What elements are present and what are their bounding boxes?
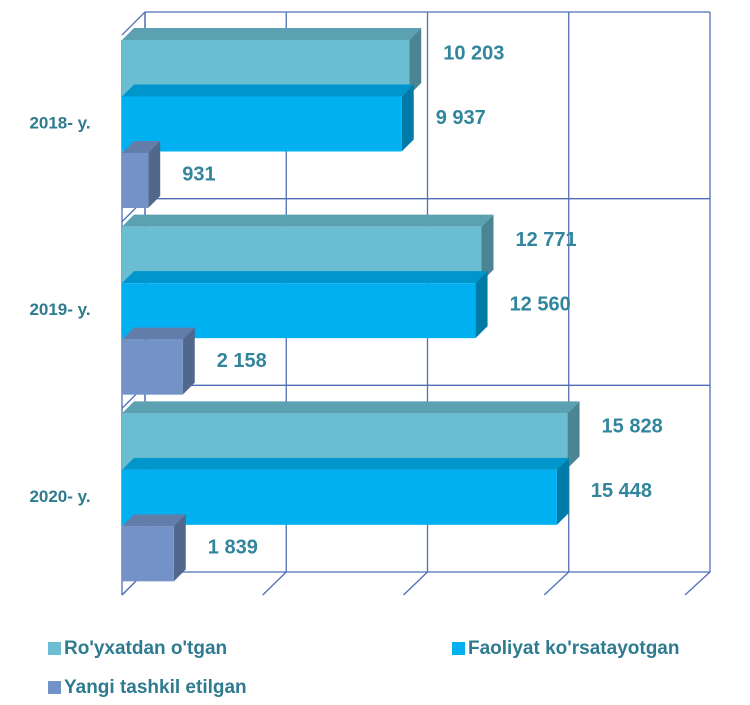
category-label: 2019- y. [29,300,90,319]
bar-top [122,141,161,153]
data-label: 2 158 [217,350,267,372]
data-label: 12 771 [516,229,577,251]
bar [122,153,149,208]
bar-side [567,401,580,469]
legend-label: Faoliyat ko'rsatayotgan [468,638,679,659]
bar-side [148,141,161,208]
data-label: 9 937 [436,107,486,129]
bar-top [122,327,195,340]
legend-swatch [452,642,465,655]
bar-top [122,514,186,527]
legend-label: Ro'yxatdan o'tgan [64,638,227,659]
grid-line [543,12,570,596]
grid-line [684,12,711,596]
bar-top [122,401,580,414]
bar-side [475,271,488,339]
data-label: 10 203 [443,42,504,64]
bar [122,469,557,525]
data-label: 1 839 [208,537,258,559]
bar-side [401,84,414,152]
legend-swatch [48,681,61,694]
bar [122,339,183,395]
bar-side [556,457,569,525]
data-label: 931 [182,163,215,185]
bar [122,526,174,582]
category-label: 2018- y. [29,113,90,132]
bar-side [481,214,494,282]
bar-top [122,84,414,97]
grid-line [403,12,429,596]
bar [122,96,402,152]
category-label: 2020- y. [29,487,90,506]
legend-swatch [48,642,61,655]
data-label: 12 560 [510,293,571,315]
data-label: 15 828 [602,416,663,438]
bar-side [173,514,186,582]
grid-line [262,12,287,596]
bar-top [122,457,569,470]
data-label: 15 448 [591,480,652,502]
legend-label: Yangi tashkil etilgan [64,677,247,698]
bar-top [122,28,422,40]
bar-top [122,214,494,227]
bar-side [182,327,195,395]
bar-top [122,271,488,284]
bar-side [409,28,422,95]
